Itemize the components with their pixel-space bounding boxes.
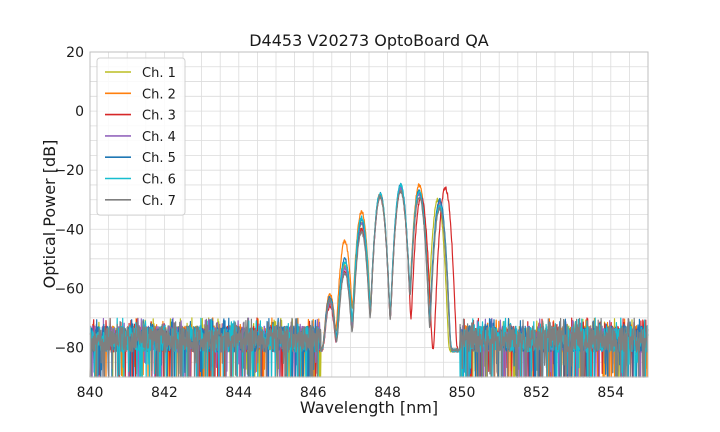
x-tick-label: 844 [225,385,252,401]
legend-entry-label: Ch. 6 [142,173,176,188]
legend-box [96,57,186,216]
series-line [89,190,649,378]
legend: Ch. 1 Ch. 2 Ch. 3 Ch. 4 Ch. 5 Ch. 6 Ch. 7 [96,57,186,216]
y-tick-label: −20 [54,163,84,179]
legend-entry-label: Ch. 4 [142,130,176,145]
x-axis-title: Wavelength [nm] [300,398,438,417]
legend-entry-label: Ch. 7 [142,194,176,209]
y-tick-label: −60 [54,281,84,297]
chart-title: D4453 V20273 OptoBoard QA [249,31,489,50]
x-tick-label: 848 [374,385,401,401]
legend-entry-label: Ch. 5 [142,151,176,166]
legend-entry-label: Ch. 1 [142,66,176,81]
plot-frame [89,51,649,378]
y-axis-title: Optical Power [dB] [40,140,59,289]
x-tick-label: 854 [597,385,624,401]
legend-entry-label: Ch. 3 [142,109,176,124]
x-tick-label: 852 [523,385,550,401]
y-tick-label: −80 [54,340,84,356]
x-tick-labels: 840 842 844 846 848 850 852 854 [77,385,625,401]
x-tick-label: 842 [151,385,178,401]
x-tick-label: 846 [300,385,327,401]
legend-entry-label: Ch. 2 [142,87,176,102]
y-tick-label: 20 [66,45,84,61]
y-tick-labels: 20 0 −20 −40 −60 −80 [54,45,84,356]
y-tick-label: 0 [75,104,84,120]
y-tick-label: −40 [54,222,84,238]
x-tick-label: 850 [449,385,476,401]
x-tick-label: 840 [77,385,104,401]
